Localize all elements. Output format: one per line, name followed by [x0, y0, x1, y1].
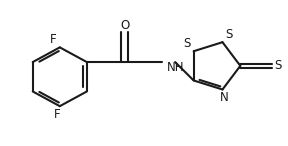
Text: O: O [120, 19, 130, 32]
Text: S: S [183, 37, 191, 50]
Text: F: F [54, 108, 60, 121]
Text: F: F [50, 33, 56, 46]
Text: N: N [219, 91, 228, 104]
Text: S: S [275, 59, 282, 72]
Text: NH: NH [167, 61, 185, 74]
Text: S: S [226, 28, 233, 41]
